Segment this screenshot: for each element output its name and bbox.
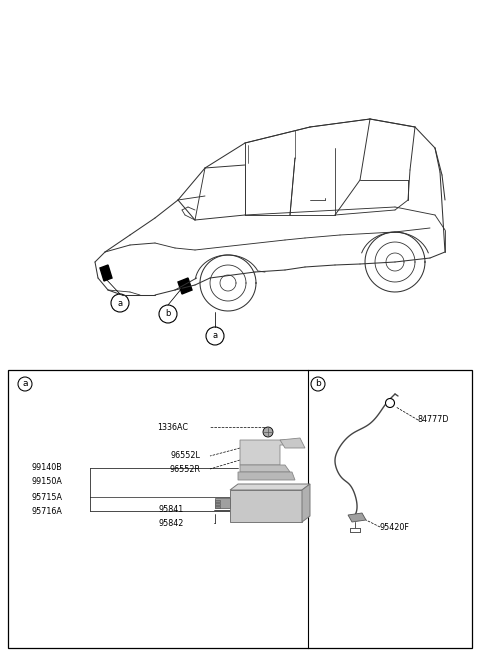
Text: b: b — [315, 380, 321, 388]
Circle shape — [206, 327, 224, 345]
Polygon shape — [280, 438, 305, 448]
Text: 99140B: 99140B — [31, 463, 62, 472]
Text: 96552R: 96552R — [169, 464, 200, 474]
Polygon shape — [238, 472, 295, 480]
Polygon shape — [178, 278, 192, 294]
Circle shape — [111, 294, 129, 312]
Text: 99150A: 99150A — [31, 478, 62, 486]
Text: a: a — [22, 380, 28, 388]
Text: 95716A: 95716A — [31, 507, 62, 516]
Text: a: a — [213, 332, 217, 340]
Polygon shape — [215, 500, 220, 502]
Bar — [8, 370, 472, 648]
Text: 95842: 95842 — [158, 518, 184, 528]
Polygon shape — [215, 503, 220, 505]
Text: 95841: 95841 — [159, 505, 184, 514]
Polygon shape — [240, 440, 290, 465]
Circle shape — [385, 399, 395, 407]
Text: 95420F: 95420F — [380, 522, 410, 532]
Circle shape — [311, 377, 325, 391]
Text: 84777D: 84777D — [418, 415, 449, 424]
Text: 95715A: 95715A — [31, 493, 62, 501]
Polygon shape — [302, 484, 310, 522]
Text: 96552L: 96552L — [170, 451, 200, 461]
Text: 1336AC: 1336AC — [157, 422, 188, 432]
Polygon shape — [348, 513, 366, 522]
Polygon shape — [215, 506, 220, 508]
Polygon shape — [100, 265, 112, 281]
Circle shape — [159, 305, 177, 323]
Circle shape — [263, 427, 273, 437]
Polygon shape — [215, 498, 230, 508]
Polygon shape — [230, 490, 302, 522]
Polygon shape — [230, 484, 310, 490]
Text: a: a — [118, 298, 122, 307]
Circle shape — [18, 377, 32, 391]
Polygon shape — [240, 465, 290, 472]
Text: b: b — [165, 309, 171, 319]
